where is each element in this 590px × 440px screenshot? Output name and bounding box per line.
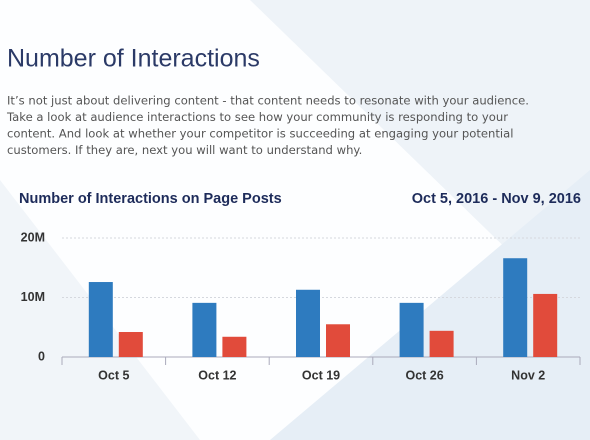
bar [296, 289, 320, 357]
y-tick-label: 20M [21, 230, 45, 244]
bar [503, 258, 528, 357]
paragraph-line: customers. If they are, next you will wa… [7, 143, 362, 157]
x-tick-label: Oct 19 [302, 368, 340, 382]
chart-subtitle: Oct 5, 2016 - Nov 9, 2016 [412, 191, 581, 207]
bar [399, 302, 424, 357]
bar [118, 332, 143, 357]
x-tick-label: Oct 26 [405, 368, 443, 382]
bar [192, 302, 217, 357]
paragraph-line: It’s not just about delivering content -… [7, 94, 529, 108]
chart-title: Number of Interactions on Page Posts [19, 191, 282, 207]
bar [326, 324, 350, 357]
y-tick-label: 0 [38, 349, 45, 363]
x-tick-label: Oct 5 [98, 368, 129, 382]
y-tick-label: 10M [21, 290, 45, 304]
paragraph-line: content. And look at whether your compet… [7, 127, 513, 141]
bar [429, 330, 454, 357]
heading: Number of Interactions [7, 45, 260, 73]
x-tick-label: Nov 2 [511, 368, 545, 382]
bar [222, 336, 247, 357]
bar [88, 282, 113, 357]
x-tick-label: Oct 12 [198, 368, 236, 382]
bar [533, 293, 558, 357]
paragraph-line: Take a look at audience interactions to … [6, 110, 508, 124]
